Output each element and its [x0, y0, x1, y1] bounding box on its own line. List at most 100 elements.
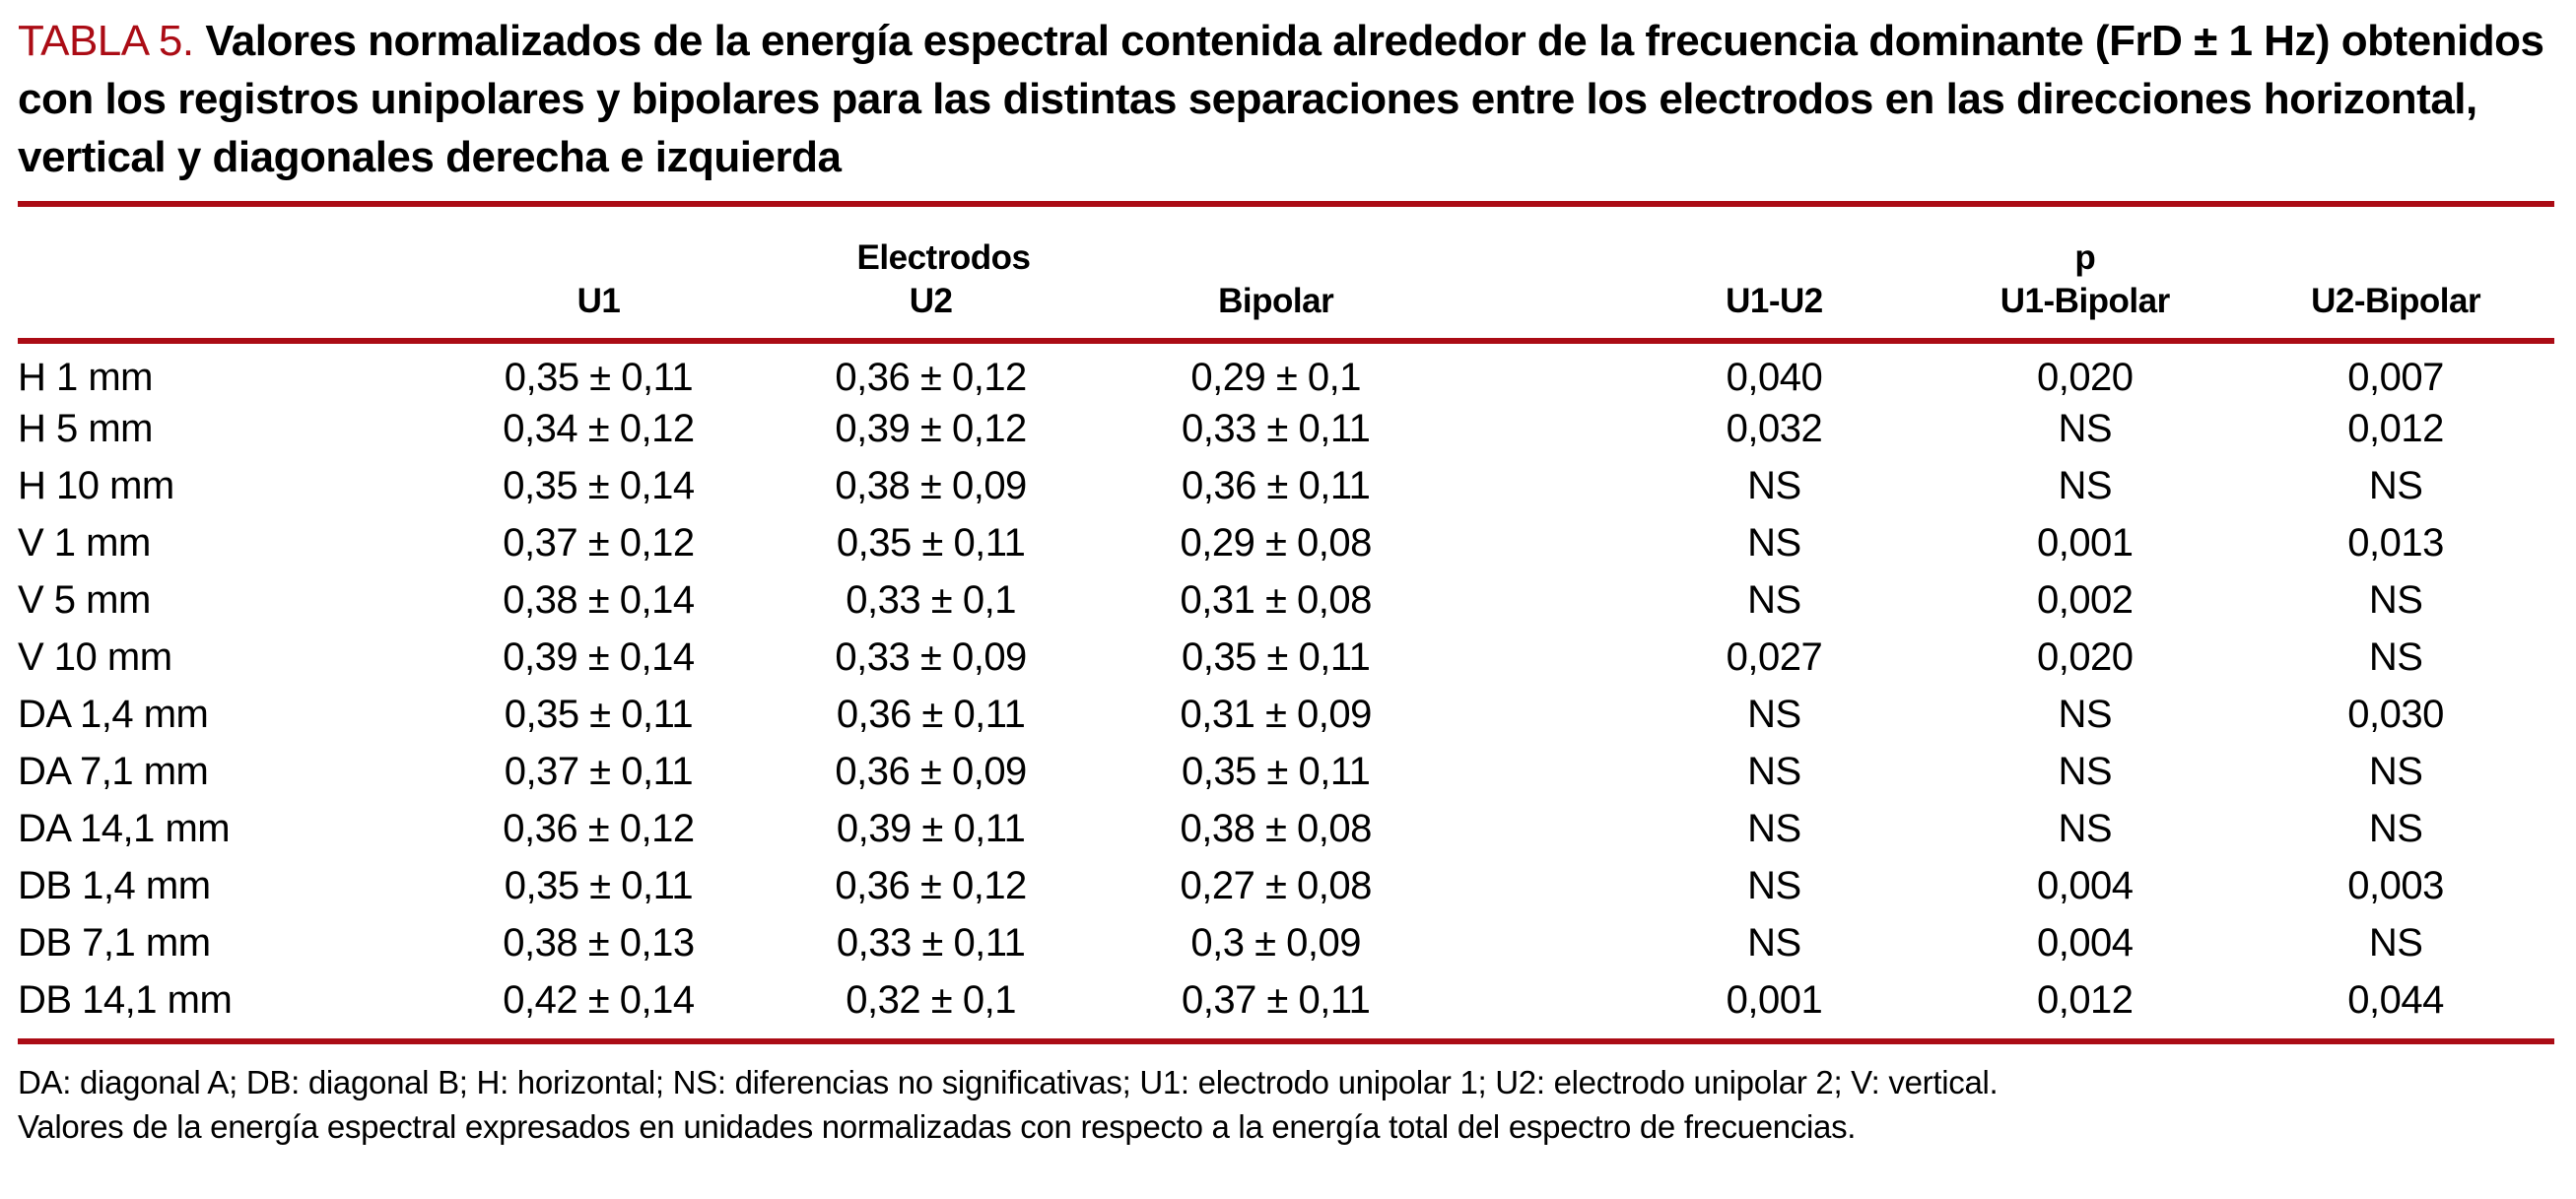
- cell-p-u1bipolar: NS: [2058, 692, 2113, 736]
- cell-u1: 0,38 ± 0,13: [503, 920, 695, 965]
- cell-p-u1u2: NS: [1747, 749, 1801, 793]
- cell-spacer: [1451, 400, 1615, 457]
- row-label: V 1 mm: [18, 520, 151, 565]
- table-row: DB 7,1 mm 0,38 ± 0,13 0,33 ± 0,11 0,3 ± …: [18, 914, 2554, 971]
- cell-u1: 0,37 ± 0,11: [504, 749, 694, 793]
- row-label: H 5 mm: [18, 406, 153, 450]
- column-header-u1u2: U1-U2: [1615, 278, 1933, 344]
- column-header-u2: U2: [761, 278, 1102, 344]
- table-row: V 10 mm 0,39 ± 0,14 0,33 ± 0,09 0,35 ± 0…: [18, 629, 2554, 686]
- cell-p-u1bipolar: 0,012: [2036, 977, 2134, 1022]
- table-row: V 1 mm 0,37 ± 0,12 0,35 ± 0,11 0,29 ± 0,…: [18, 514, 2554, 571]
- cell-p-u2bipolar: NS: [2368, 749, 2423, 793]
- row-label: H 10 mm: [18, 463, 174, 507]
- cell-u2: 0,36 ± 0,11: [836, 692, 1026, 736]
- cell-u2: 0,33 ± 0,1: [846, 577, 1016, 622]
- footnote-units: Valores de la energía espectral expresad…: [18, 1108, 1857, 1145]
- table-row: H 5 mm 0,34 ± 0,12 0,39 ± 0,12 0,33 ± 0,…: [18, 400, 2554, 457]
- column-header-spacer: [1451, 278, 1616, 344]
- cell-u2: 0,33 ± 0,09: [835, 634, 1027, 679]
- group-header-spacer: [1451, 207, 1615, 278]
- cell-u2: 0,39 ± 0,11: [836, 806, 1026, 850]
- cell-p-u1bipolar: 0,001: [2036, 520, 2134, 565]
- cell-p-u2bipolar: NS: [2368, 577, 2423, 622]
- cell-bipolar: 0,36 ± 0,11: [1181, 463, 1371, 507]
- cell-bipolar: 0,27 ± 0,08: [1180, 863, 1372, 907]
- row-label: V 5 mm: [18, 577, 151, 622]
- cell-p-u1u2: NS: [1747, 692, 1801, 736]
- data-table: Electrodos p U1 U2 Bipolar U1-U2 U1-Bipo…: [18, 207, 2554, 1029]
- cell-p-u2bipolar: 0,012: [2347, 406, 2444, 450]
- cell-p-u1bipolar: NS: [2058, 406, 2113, 450]
- cell-p-u2bipolar: 0,013: [2347, 520, 2444, 565]
- column-header-u2bipolar: U2-Bipolar: [2237, 278, 2554, 344]
- cell-p-u1u2: NS: [1747, 463, 1801, 507]
- cell-spacer: [1451, 971, 1615, 1029]
- cell-spacer: [1451, 800, 1615, 857]
- column-header-row: U1 U2 Bipolar U1-U2 U1-Bipolar U2-Bipola…: [18, 278, 2554, 344]
- row-label: DA 1,4 mm: [18, 692, 209, 736]
- table-row: DA 1,4 mm 0,35 ± 0,11 0,36 ± 0,11 0,31 ±…: [18, 686, 2554, 743]
- cell-bipolar: 0,35 ± 0,11: [1181, 749, 1371, 793]
- cell-u1: 0,35 ± 0,11: [504, 356, 694, 399]
- cell-bipolar: 0,29 ± 0,1: [1190, 356, 1361, 399]
- cell-u1: 0,35 ± 0,14: [503, 463, 695, 507]
- cell-p-u1u2: NS: [1747, 520, 1801, 565]
- cell-bipolar: 0,37 ± 0,11: [1181, 977, 1371, 1022]
- cell-u1: 0,42 ± 0,14: [503, 977, 695, 1022]
- cell-p-u1bipolar: 0,004: [2036, 920, 2134, 965]
- table-row: DB 14,1 mm 0,42 ± 0,14 0,32 ± 0,1 0,37 ±…: [18, 971, 2554, 1029]
- column-header-u1: U1: [436, 278, 762, 344]
- cell-u1: 0,36 ± 0,12: [503, 806, 695, 850]
- cell-p-u1u2: NS: [1747, 863, 1801, 907]
- cell-p-u2bipolar: 0,030: [2347, 692, 2444, 736]
- table-row: DB 1,4 mm 0,35 ± 0,11 0,36 ± 0,12 0,27 ±…: [18, 857, 2554, 914]
- cell-p-u1bipolar: 0,020: [2036, 634, 2134, 679]
- cell-p-u2bipolar: 0,044: [2347, 977, 2444, 1022]
- cell-p-u2bipolar: 0,007: [2347, 356, 2444, 399]
- cell-p-u1bipolar: 0,004: [2036, 863, 2134, 907]
- row-label: H 1 mm: [18, 356, 153, 399]
- cell-spacer: [1451, 514, 1615, 571]
- cell-p-u1bipolar: 0,002: [2036, 577, 2134, 622]
- cell-u1: 0,39 ± 0,14: [503, 634, 695, 679]
- table-figure: TABLA 5. Valores normalizados de la ener…: [18, 17, 2554, 1149]
- cell-p-u1u2: 0,001: [1726, 977, 1823, 1022]
- cell-u2: 0,36 ± 0,12: [835, 356, 1027, 399]
- cell-u1: 0,38 ± 0,14: [503, 577, 695, 622]
- table-row: H 10 mm 0,35 ± 0,14 0,38 ± 0,09 0,36 ± 0…: [18, 457, 2554, 514]
- table-row: H 1 mm 0,35 ± 0,11 0,36 ± 0,12 0,29 ± 0,…: [18, 341, 2554, 400]
- cell-spacer: [1451, 686, 1615, 743]
- group-header-p: p: [2074, 238, 2096, 277]
- cell-u1: 0,35 ± 0,11: [504, 692, 694, 736]
- table-row: DA 7,1 mm 0,37 ± 0,11 0,36 ± 0,09 0,35 ±…: [18, 743, 2554, 800]
- caption-rule: [18, 201, 2554, 207]
- cell-bipolar: 0,31 ± 0,08: [1180, 577, 1372, 622]
- cell-bipolar: 0,35 ± 0,11: [1181, 634, 1371, 679]
- cell-bipolar: 0,33 ± 0,11: [1181, 406, 1371, 450]
- table-label: TABLA 5.: [18, 17, 194, 65]
- table-body: H 1 mm 0,35 ± 0,11 0,36 ± 0,12 0,29 ± 0,…: [18, 341, 2554, 1029]
- row-label: DB 7,1 mm: [18, 920, 211, 965]
- cell-p-u1u2: NS: [1747, 577, 1801, 622]
- row-label: V 10 mm: [18, 634, 172, 679]
- cell-p-u1bipolar: NS: [2058, 806, 2113, 850]
- table-bottom-rule: [18, 1038, 2554, 1044]
- cell-p-u1u2: 0,027: [1726, 634, 1823, 679]
- table-row: V 5 mm 0,38 ± 0,14 0,33 ± 0,1 0,31 ± 0,0…: [18, 571, 2554, 629]
- cell-p-u2bipolar: NS: [2368, 463, 2423, 507]
- cell-bipolar: 0,29 ± 0,08: [1180, 520, 1372, 565]
- cell-p-u1u2: 0,032: [1726, 406, 1823, 450]
- cell-p-u1u2: 0,040: [1726, 356, 1823, 399]
- cell-u2: 0,33 ± 0,11: [836, 920, 1026, 965]
- cell-bipolar: 0,38 ± 0,08: [1180, 806, 1372, 850]
- cell-p-u2bipolar: NS: [2368, 806, 2423, 850]
- cell-spacer: [1451, 743, 1615, 800]
- cell-u2: 0,38 ± 0,09: [835, 463, 1027, 507]
- cell-bipolar: 0,31 ± 0,09: [1180, 692, 1372, 736]
- table-footnotes: DA: diagonal A; DB: diagonal B; H: horiz…: [18, 1060, 2554, 1149]
- cell-spacer: [1451, 457, 1615, 514]
- row-label: DA 7,1 mm: [18, 749, 209, 793]
- cell-u2: 0,36 ± 0,12: [835, 863, 1027, 907]
- cell-p-u2bipolar: NS: [2368, 920, 2423, 965]
